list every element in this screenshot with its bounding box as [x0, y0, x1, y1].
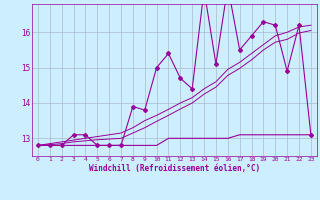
X-axis label: Windchill (Refroidissement éolien,°C): Windchill (Refroidissement éolien,°C) [89, 164, 260, 173]
